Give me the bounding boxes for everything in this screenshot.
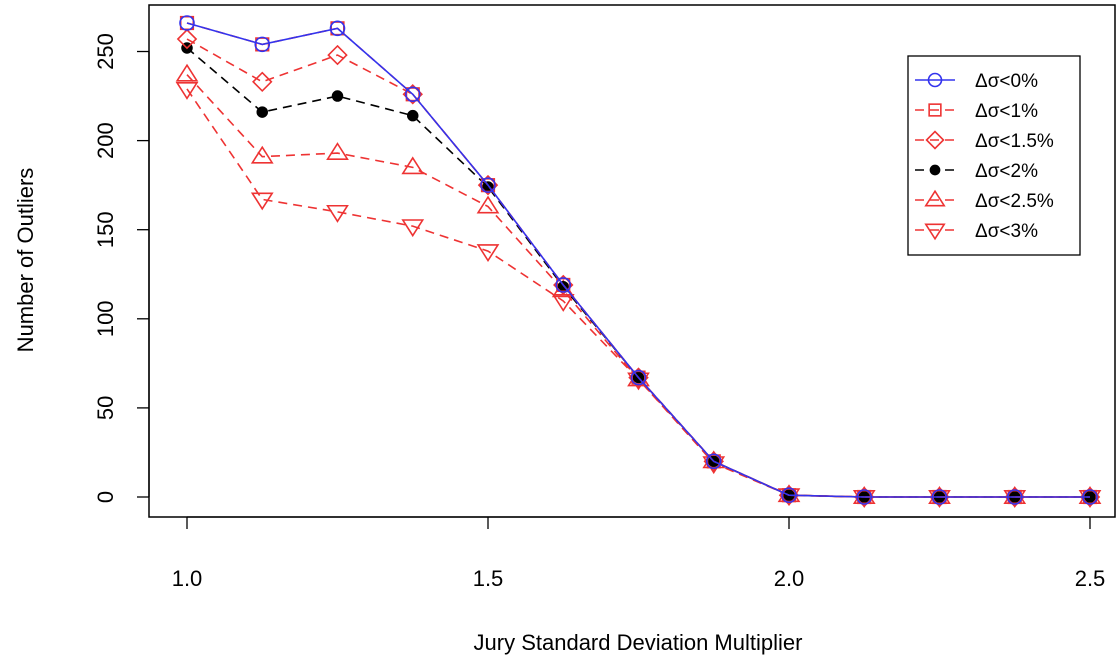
data-point [401,219,425,238]
data-point [555,277,572,293]
series-line [186,22,1090,498]
data-point [705,453,722,470]
legend-swatch-marker [924,189,946,207]
data-point [329,20,346,37]
data-point [252,71,273,93]
data-point [250,145,274,164]
x-tick-label: 2.0 [774,566,805,591]
legend-entry: Δσ<2.5% [915,189,1054,212]
data-point [331,90,344,102]
data-point [401,156,425,175]
series-line [186,38,1090,498]
legend-entry: Δσ<1.5% [915,130,1054,152]
legend-swatch-marker [927,72,943,88]
legend-label: Δσ<0% [975,71,1038,92]
legend-label: Δσ<2% [975,161,1038,182]
data-point [176,28,198,50]
series-0 [179,15,1098,505]
y-axis: 0 50 100 150 200 250 [93,33,150,503]
series-layer [175,15,1102,508]
data-point [856,489,873,505]
legend: Δσ<0% Δσ<1% Δσ<1.5% Δσ<2% Δσ<2.5% Δσ<3% [907,55,1081,256]
data-point [630,369,647,386]
data-point [1006,489,1023,505]
y-axis-label: Number of Outliers [13,168,38,353]
data-point [480,177,496,193]
legend-swatch-marker [925,130,945,150]
data-point [476,195,500,214]
x-axis-label: Jury Standard Deviation Multiplier [474,630,803,655]
data-point [175,63,199,82]
legend-label: Δσ<3% [975,221,1038,242]
legend-swatch-marker [924,223,946,241]
legend-swatch-marker [928,103,942,117]
legend-entry: Δσ<1% [915,101,1038,122]
data-point [175,81,199,100]
legend-box [907,55,1081,256]
x-tick-label: 1.0 [172,566,203,591]
data-point [476,244,500,263]
x-tick-label: 1.5 [473,566,504,591]
data-point [254,36,271,53]
data-point [327,44,348,66]
legend-entry: Δσ<2% [915,161,1038,182]
x-tick-label: 2.5 [1075,566,1106,591]
data-point [931,489,948,505]
legend-label: Δσ<1% [975,101,1038,122]
data-point [326,204,349,223]
data-point [404,86,421,103]
y-tick-label: 200 [93,122,118,159]
data-point [781,487,797,504]
legend-swatch-marker [929,164,941,176]
x-axis: 1.0 1.5 2.0 2.5 [172,516,1106,591]
y-tick-label: 100 [93,300,118,337]
y-tick-label: 0 [93,491,118,503]
data-point [407,109,419,122]
data-point [250,192,274,211]
y-tick-label: 250 [93,33,118,70]
data-point [326,142,349,161]
y-tick-label: 150 [93,211,118,248]
data-point [1082,489,1098,505]
legend-entry: Δσ<0% [915,71,1038,92]
data-point [256,106,268,118]
data-point [179,15,195,31]
legend-entry: Δσ<3% [915,221,1038,242]
legend-label: Δσ<1.5% [975,131,1054,152]
legend-label: Δσ<2.5% [975,191,1054,212]
y-tick-label: 50 [93,396,118,420]
